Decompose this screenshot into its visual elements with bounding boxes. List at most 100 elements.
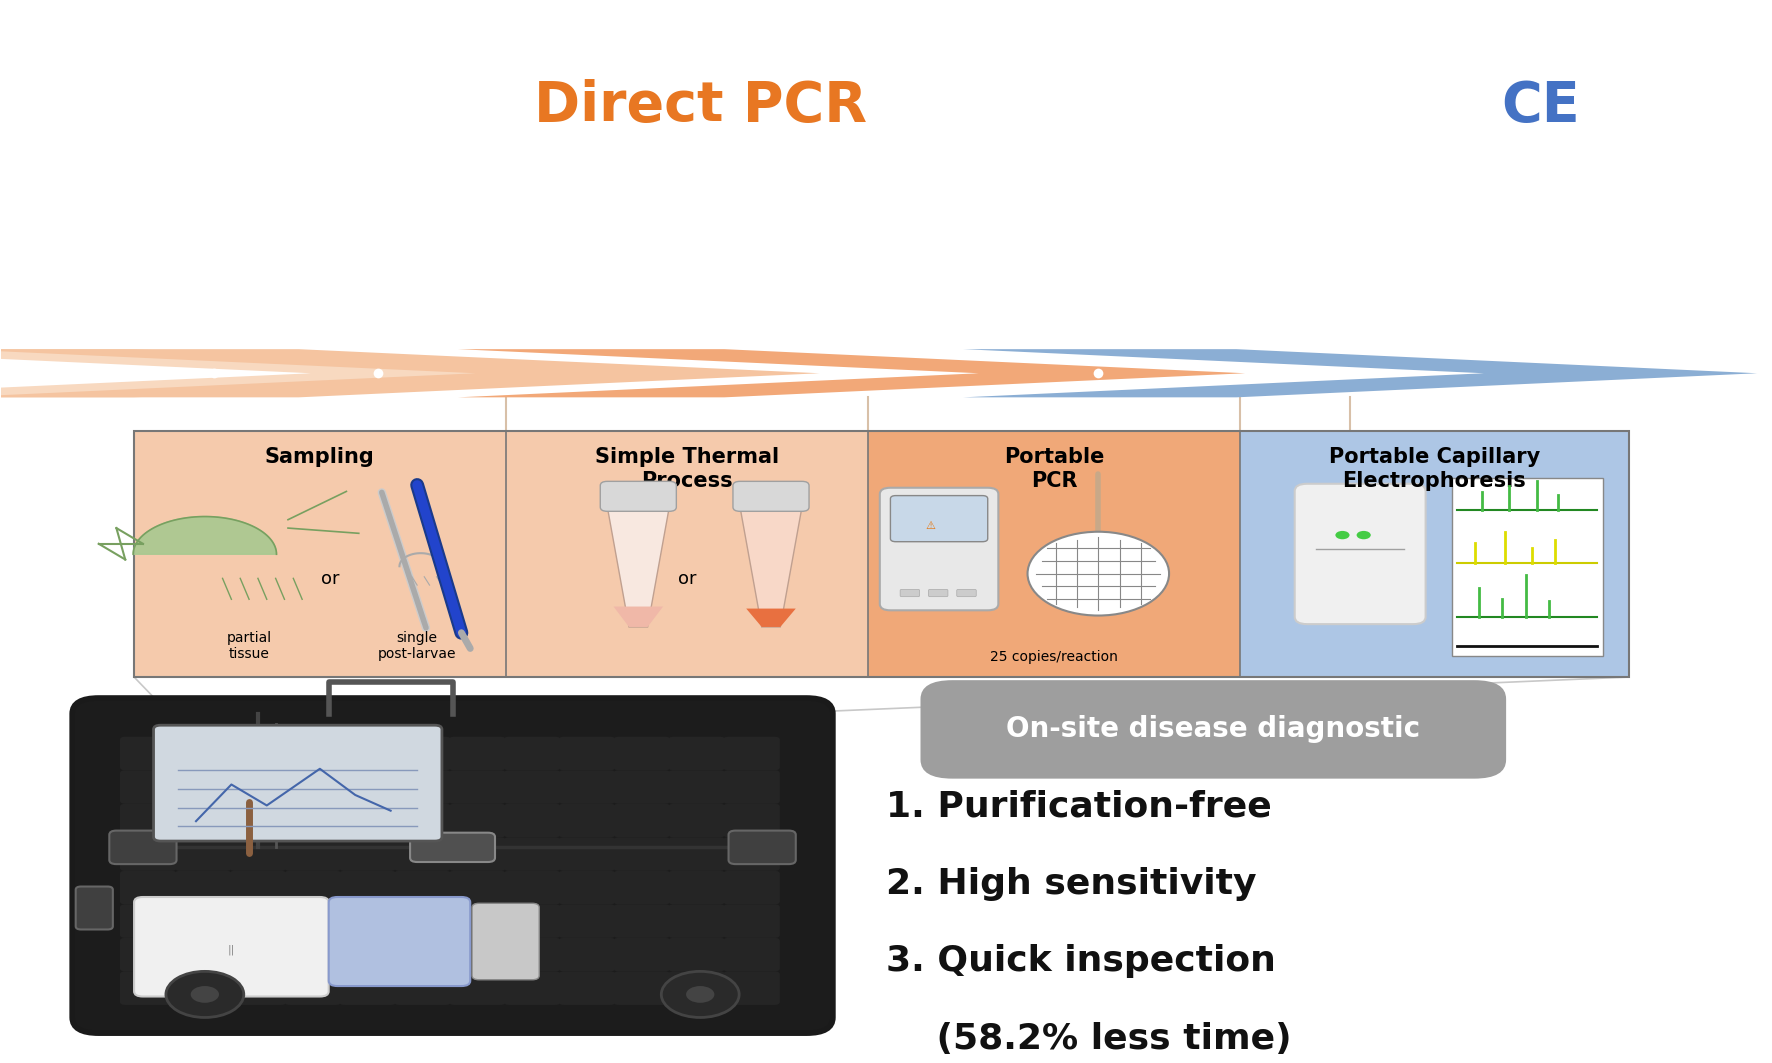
Polygon shape <box>0 349 819 398</box>
FancyBboxPatch shape <box>230 871 287 905</box>
FancyBboxPatch shape <box>613 905 670 938</box>
FancyBboxPatch shape <box>338 804 395 838</box>
FancyBboxPatch shape <box>120 905 177 938</box>
FancyBboxPatch shape <box>1295 484 1426 624</box>
FancyBboxPatch shape <box>558 905 615 938</box>
FancyBboxPatch shape <box>230 737 287 771</box>
FancyBboxPatch shape <box>448 771 505 804</box>
FancyBboxPatch shape <box>285 905 340 938</box>
FancyBboxPatch shape <box>230 972 287 1005</box>
FancyBboxPatch shape <box>601 482 677 511</box>
FancyBboxPatch shape <box>1240 431 1628 677</box>
FancyBboxPatch shape <box>393 838 450 871</box>
FancyBboxPatch shape <box>723 938 780 972</box>
Text: 1. Purification-free: 1. Purification-free <box>886 789 1272 823</box>
Text: On-site disease diagnostic: On-site disease diagnostic <box>1006 715 1421 743</box>
FancyBboxPatch shape <box>503 972 560 1005</box>
FancyBboxPatch shape <box>135 431 505 677</box>
FancyBboxPatch shape <box>448 905 505 938</box>
FancyBboxPatch shape <box>110 830 177 864</box>
FancyBboxPatch shape <box>285 838 340 871</box>
FancyBboxPatch shape <box>393 905 450 938</box>
FancyBboxPatch shape <box>920 680 1506 778</box>
FancyBboxPatch shape <box>668 804 725 838</box>
FancyBboxPatch shape <box>448 737 505 771</box>
FancyBboxPatch shape <box>558 771 615 804</box>
FancyBboxPatch shape <box>503 804 560 838</box>
FancyBboxPatch shape <box>120 938 177 972</box>
FancyBboxPatch shape <box>723 905 780 938</box>
FancyBboxPatch shape <box>503 938 560 972</box>
Polygon shape <box>133 517 276 554</box>
Text: Portable Capillary
Electrophoresis: Portable Capillary Electrophoresis <box>1329 446 1540 491</box>
FancyBboxPatch shape <box>613 804 670 838</box>
FancyBboxPatch shape <box>723 972 780 1005</box>
FancyBboxPatch shape <box>503 771 560 804</box>
FancyBboxPatch shape <box>890 495 987 542</box>
Circle shape <box>686 986 714 1002</box>
FancyBboxPatch shape <box>338 938 395 972</box>
FancyBboxPatch shape <box>613 771 670 804</box>
FancyBboxPatch shape <box>175 838 232 871</box>
FancyBboxPatch shape <box>558 804 615 838</box>
Text: 3. Quick inspection: 3. Quick inspection <box>886 944 1276 978</box>
FancyBboxPatch shape <box>338 771 395 804</box>
FancyBboxPatch shape <box>613 938 670 972</box>
FancyBboxPatch shape <box>558 871 615 905</box>
FancyBboxPatch shape <box>175 972 232 1005</box>
FancyBboxPatch shape <box>668 972 725 1005</box>
FancyBboxPatch shape <box>230 838 287 871</box>
FancyBboxPatch shape <box>448 871 505 905</box>
FancyBboxPatch shape <box>868 431 1240 677</box>
FancyBboxPatch shape <box>393 804 450 838</box>
FancyBboxPatch shape <box>393 771 450 804</box>
FancyBboxPatch shape <box>723 804 780 838</box>
FancyBboxPatch shape <box>120 737 177 771</box>
FancyBboxPatch shape <box>668 938 725 972</box>
Circle shape <box>661 972 739 1017</box>
FancyBboxPatch shape <box>728 830 796 864</box>
Text: Direct PCR: Direct PCR <box>533 79 867 133</box>
Text: or: or <box>677 570 696 588</box>
FancyBboxPatch shape <box>900 589 920 596</box>
Polygon shape <box>746 609 796 627</box>
FancyBboxPatch shape <box>503 838 560 871</box>
Polygon shape <box>608 507 670 627</box>
FancyBboxPatch shape <box>723 838 780 871</box>
FancyBboxPatch shape <box>503 905 560 938</box>
FancyBboxPatch shape <box>285 871 340 905</box>
Circle shape <box>1028 532 1170 615</box>
Text: Sampling: Sampling <box>266 446 374 467</box>
Polygon shape <box>613 607 663 627</box>
FancyBboxPatch shape <box>558 938 615 972</box>
FancyBboxPatch shape <box>1451 478 1602 656</box>
Text: ⚠: ⚠ <box>925 521 936 532</box>
FancyBboxPatch shape <box>448 972 505 1005</box>
FancyBboxPatch shape <box>393 871 450 905</box>
FancyBboxPatch shape <box>338 871 395 905</box>
FancyBboxPatch shape <box>448 804 505 838</box>
FancyBboxPatch shape <box>503 871 560 905</box>
FancyBboxPatch shape <box>285 804 340 838</box>
FancyBboxPatch shape <box>505 431 868 677</box>
FancyBboxPatch shape <box>175 938 232 972</box>
FancyBboxPatch shape <box>338 737 395 771</box>
FancyBboxPatch shape <box>668 771 725 804</box>
Text: (58.2% less time): (58.2% less time) <box>886 1022 1292 1056</box>
FancyBboxPatch shape <box>957 589 976 596</box>
FancyBboxPatch shape <box>175 737 232 771</box>
FancyBboxPatch shape <box>73 698 833 1033</box>
FancyBboxPatch shape <box>881 488 998 610</box>
FancyBboxPatch shape <box>409 832 494 862</box>
FancyBboxPatch shape <box>471 904 539 980</box>
FancyBboxPatch shape <box>723 737 780 771</box>
FancyBboxPatch shape <box>558 972 615 1005</box>
FancyBboxPatch shape <box>175 871 232 905</box>
FancyBboxPatch shape <box>338 905 395 938</box>
Text: or: or <box>321 570 340 588</box>
FancyBboxPatch shape <box>668 737 725 771</box>
FancyBboxPatch shape <box>285 737 340 771</box>
FancyBboxPatch shape <box>613 737 670 771</box>
FancyBboxPatch shape <box>393 938 450 972</box>
FancyBboxPatch shape <box>120 771 177 804</box>
